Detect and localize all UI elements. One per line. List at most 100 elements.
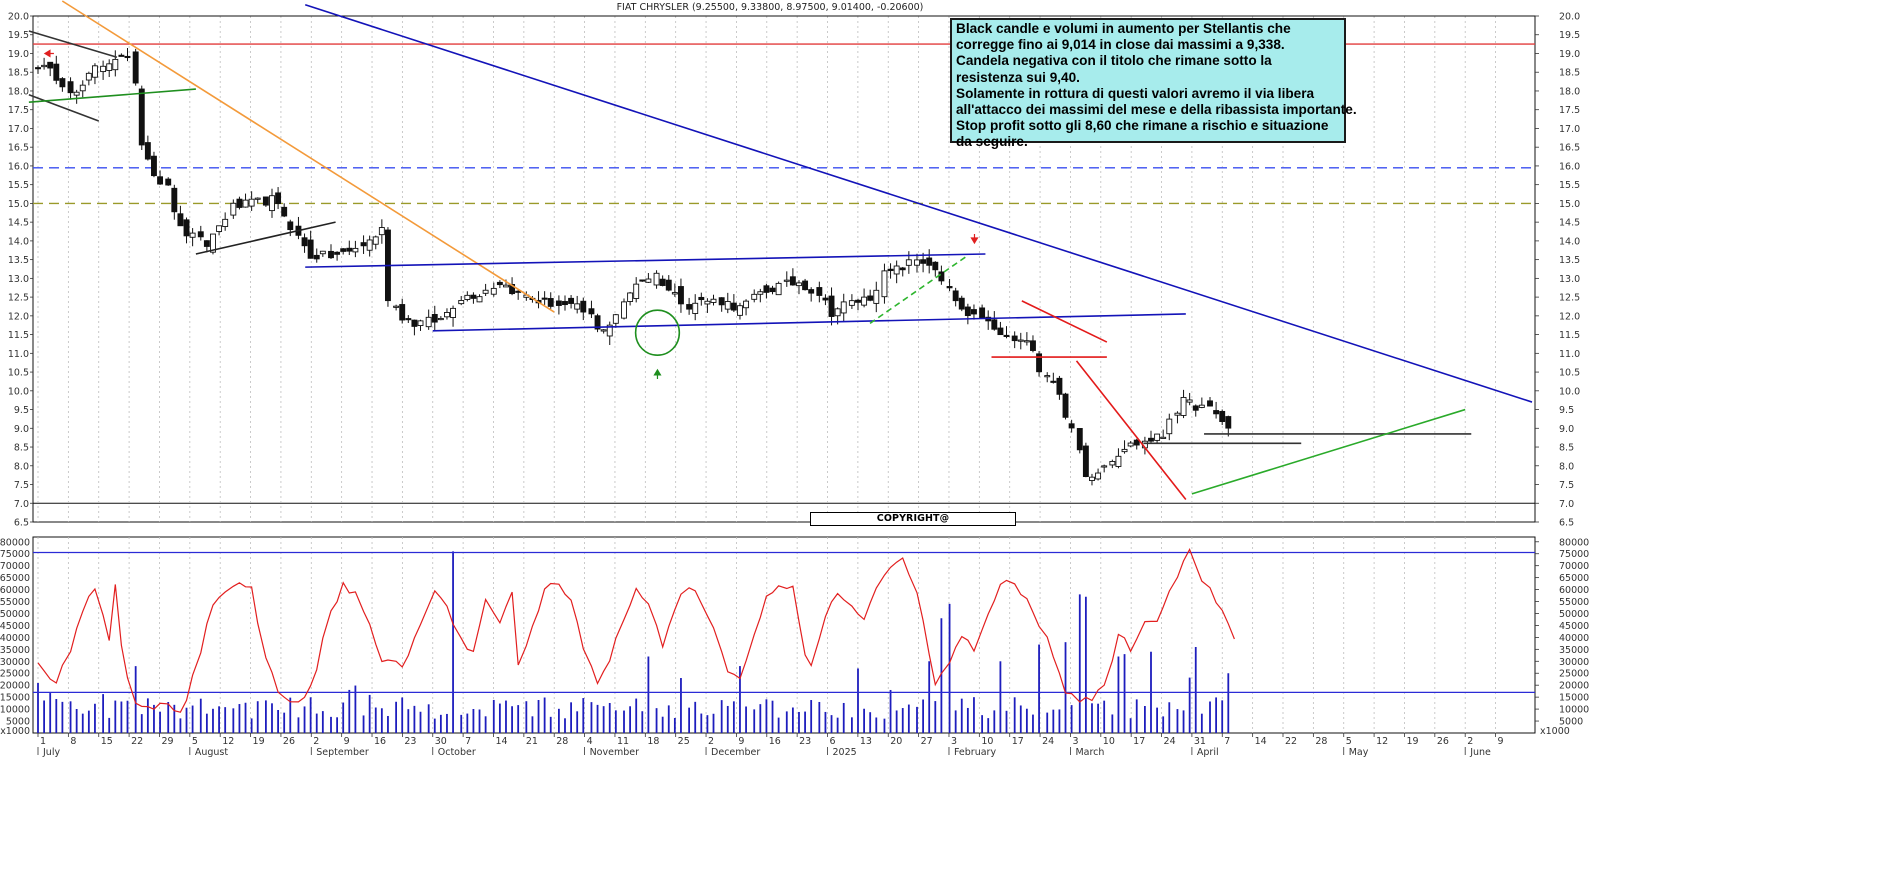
price-tick-right: 17.0	[1559, 124, 1580, 135]
price-tick-right: 13.0	[1559, 274, 1580, 285]
price-tick-right: 7.0	[1559, 499, 1574, 510]
candle-body	[352, 247, 359, 253]
candle-body	[242, 199, 249, 208]
candle-body	[1056, 377, 1063, 395]
price-tick-left: 15.0	[8, 199, 29, 210]
trend-line	[28, 30, 118, 58]
trend-line	[28, 88, 196, 104]
candle-body	[210, 233, 216, 253]
candle-body	[580, 300, 587, 313]
x-tick-label: 25	[678, 736, 690, 747]
candle-body	[197, 231, 204, 238]
month-label: August	[195, 747, 229, 758]
trend-line	[304, 3, 1533, 403]
candle-body	[997, 327, 1004, 336]
price-tick-right: 20.0	[1559, 12, 1580, 23]
candle-body	[157, 176, 164, 185]
candle-body	[47, 61, 54, 69]
candle-body	[287, 221, 294, 231]
candle-body	[938, 271, 945, 282]
candle-body	[1023, 340, 1030, 343]
signal-arrow	[43, 49, 54, 58]
price-tick-right: 17.5	[1559, 105, 1580, 116]
candle-body	[91, 65, 98, 78]
candle-body	[743, 300, 750, 309]
month-label: October	[438, 747, 476, 758]
x-tick-label: 22	[131, 736, 143, 747]
x-tick-label: 5	[1346, 736, 1352, 747]
candle-body	[177, 213, 184, 227]
volume-tick-right: 5000	[1559, 717, 1583, 728]
candle-body	[313, 254, 320, 260]
candle-body	[926, 257, 933, 266]
x-tick-label: 18	[647, 736, 659, 747]
trend-line	[305, 253, 986, 268]
note-line: Stop profit sotto gli 8,60 che rimane a …	[956, 118, 1329, 134]
candle-body	[686, 304, 693, 310]
candle-body	[138, 88, 145, 146]
candle-body	[1095, 472, 1102, 480]
candle-body	[914, 259, 920, 266]
candle-body	[600, 329, 607, 332]
month-label: March	[1075, 747, 1104, 758]
candle-body	[678, 286, 684, 305]
candle-body	[399, 304, 406, 321]
price-tick-right: 18.5	[1559, 68, 1580, 79]
price-tick-left: 11.0	[8, 349, 29, 360]
x-tick-label: 27	[921, 736, 933, 747]
price-tick-left: 18.0	[8, 86, 29, 97]
candle-body	[307, 239, 314, 259]
candle-body	[1036, 353, 1043, 373]
price-tick-right: 18.0	[1559, 86, 1580, 97]
volume-tick-right: 50000	[1559, 609, 1589, 620]
analysis-note-box: Black candle e volumi in aumento per Ste…	[950, 18, 1357, 149]
trend-line	[195, 221, 336, 255]
x-tick-label: 23	[799, 736, 811, 747]
candle-body	[568, 297, 575, 304]
candle-body	[470, 294, 477, 299]
month-label: September	[316, 747, 369, 758]
price-tick-left: 16.5	[8, 143, 29, 154]
volume-tick-right: 20000	[1559, 681, 1589, 692]
candle-body	[867, 295, 874, 301]
candle-body	[1213, 410, 1220, 415]
price-tick-left: 12.0	[8, 311, 29, 322]
volume-tick-right: 15000	[1559, 693, 1589, 704]
price-tick-right: 19.5	[1559, 30, 1580, 41]
month-label: June	[1469, 747, 1491, 758]
candle-body	[1017, 339, 1024, 342]
price-tick-left: 8.5	[14, 443, 29, 454]
volume-tick-right: 75000	[1559, 549, 1589, 560]
price-tick-right: 10.0	[1559, 386, 1580, 397]
candle-body	[340, 248, 347, 252]
candle-body	[171, 187, 178, 213]
candle-body	[73, 91, 80, 96]
candle-body	[887, 268, 894, 272]
price-tick-right: 13.5	[1559, 255, 1580, 266]
candle-body	[692, 302, 699, 314]
candle-body	[1219, 410, 1226, 422]
x-tick-label: 1	[40, 736, 46, 747]
candle-body	[503, 284, 509, 288]
price-tick-right: 12.0	[1559, 311, 1580, 322]
price-tick-left: 13.0	[8, 274, 29, 285]
volume-oscillator-line	[37, 548, 1235, 713]
volume-tick-left: 55000	[0, 597, 30, 608]
candle-body	[53, 63, 60, 81]
candle-body	[1082, 445, 1089, 477]
month-label: 2025	[833, 747, 857, 758]
volume-tick-left: 65000	[0, 573, 30, 584]
price-tick-left: 9.0	[14, 424, 29, 435]
volume-tick-right: 80000	[1559, 537, 1589, 548]
x-tick-label: 4	[587, 736, 593, 747]
price-tick-left: 16.0	[8, 161, 29, 172]
candle-body	[588, 308, 595, 315]
price-tick-right: 11.5	[1559, 330, 1580, 341]
x-tick-label: 20	[890, 736, 902, 747]
x-tick-label: 24	[1042, 736, 1054, 747]
candle-body	[132, 51, 139, 84]
candle-body	[100, 65, 107, 73]
candle-body	[417, 320, 424, 327]
x-tick-label: 28	[1315, 736, 1327, 747]
candle-body	[783, 279, 790, 282]
